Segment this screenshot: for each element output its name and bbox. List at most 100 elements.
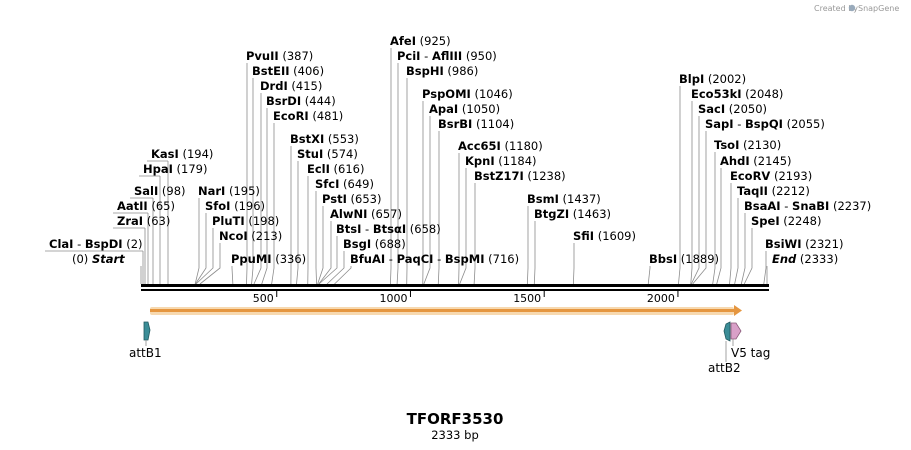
- enzyme-site-drdi[interactable]: DrdI (415): [260, 79, 322, 93]
- start-label: (0) Start: [72, 252, 125, 266]
- feature-attB1[interactable]: attB1: [129, 321, 162, 360]
- enzyme-site-afei[interactable]: AfeI (925): [390, 34, 451, 48]
- enzyme-site-btsi[interactable]: BtsI - BtsαI (658): [336, 222, 441, 236]
- leader-line: [459, 168, 467, 285]
- enzyme-site-bsphi[interactable]: BspHI (986): [406, 64, 478, 78]
- feature-attB2[interactable]: attB2: [708, 321, 741, 375]
- enzyme-label: SpeI (2248): [751, 214, 822, 228]
- enzyme-name: BbsI: [649, 252, 677, 266]
- enzyme-name-alt: BspQI: [745, 117, 783, 131]
- enzyme-site-tsoi[interactable]: TsoI (2130): [714, 138, 781, 152]
- enzyme-site-taqii[interactable]: TaqII (2212): [737, 184, 810, 198]
- enzyme-site-sfii[interactable]: SfiI (1609): [573, 229, 636, 243]
- enzyme-name: SalI: [134, 184, 158, 198]
- leader-line: [195, 228, 214, 285]
- attB2-shape: [723, 321, 731, 342]
- backbone[interactable]: [141, 284, 769, 291]
- enzyme-site-btgzi[interactable]: BtgZI (1463): [534, 207, 611, 221]
- enzyme-site-bsgi[interactable]: BsgI (688): [343, 237, 406, 251]
- enzyme-site-sfoi[interactable]: SfoI (196): [205, 199, 265, 213]
- feature-v5-tag[interactable]: V5 tag: [730, 322, 770, 360]
- enzyme-site-zrai[interactable]: ZraI (63): [117, 214, 170, 228]
- enzyme-position: (195): [225, 184, 260, 198]
- enzyme-site-nari[interactable]: NarI (195): [198, 184, 260, 198]
- enzyme-site-spei[interactable]: SpeI (2248): [751, 214, 822, 228]
- enzyme-site-saci[interactable]: SacI (2050): [698, 102, 767, 116]
- orf-arrow[interactable]: [150, 305, 742, 316]
- enzyme-position: (657): [367, 207, 402, 221]
- attB2-label: attB2: [708, 361, 741, 375]
- leader-line: [261, 108, 268, 285]
- leader-line: [296, 161, 299, 285]
- enzyme-site-sali[interactable]: SalI (98): [134, 184, 186, 198]
- enzyme-label: SacI (2050): [698, 102, 767, 116]
- enzyme-site-ecorv[interactable]: EcoRV (2193): [730, 169, 812, 183]
- enzyme-site-kpni[interactable]: KpnI (1184): [465, 154, 537, 168]
- enzyme-label: SapI - BspQI (2055): [705, 117, 825, 131]
- enzyme-site-ahdi[interactable]: AhdI (2145): [720, 154, 792, 168]
- enzyme-position: (2130): [739, 138, 781, 152]
- enzyme-site-bbsi[interactable]: BbsI (1889): [649, 252, 719, 266]
- enzyme-separator: -: [385, 252, 396, 266]
- enzyme-position: (481): [309, 109, 344, 123]
- enzyme-site-eco53ki[interactable]: Eco53kI (2048): [691, 87, 783, 101]
- enzyme-site-bsrdi[interactable]: BsrDI (444): [266, 94, 336, 108]
- enzyme-site-stui[interactable]: StuI (574): [297, 147, 358, 161]
- enzyme-label: HpaI (179): [143, 162, 208, 176]
- orf-body: [150, 309, 734, 312]
- leader-line: [712, 152, 716, 285]
- leader-line: [334, 266, 352, 285]
- enzyme-site-sapi[interactable]: SapI - BspQI (2055): [705, 117, 825, 131]
- enzyme-label: BstXI (553): [290, 132, 359, 146]
- leader-line: [526, 206, 529, 285]
- enzyme-name: Acc65I: [458, 139, 501, 153]
- enzyme-site-bsiwi[interactable]: BsiWI (2321): [765, 237, 843, 251]
- enzyme-site-apai[interactable]: ApaI (1050): [429, 102, 500, 116]
- enzyme-site-ecori[interactable]: EcoRI (481): [273, 109, 343, 123]
- enzyme-site-psti[interactable]: PstI (653): [322, 192, 381, 206]
- enzyme-label: PstI (653): [322, 192, 381, 206]
- enzyme-name: PvuII: [246, 49, 279, 63]
- enzyme-site-pvuii[interactable]: PvuII (387): [246, 49, 313, 63]
- enzyme-position: (616): [330, 162, 365, 176]
- scale-tick-label: 2000: [647, 292, 675, 305]
- enzyme-site-bfuai[interactable]: BfuAI - PaqCI - BspMI (716): [350, 252, 519, 266]
- enzyme-label: StuI (574): [297, 147, 358, 161]
- enzyme-name: HpaI: [143, 162, 173, 176]
- enzyme-site-alwni[interactable]: AlwNI (657): [330, 207, 402, 221]
- enzyme-position: (179): [173, 162, 208, 176]
- enzyme-label: Acc65I (1180): [458, 139, 543, 153]
- enzyme-site-pspomi[interactable]: PspOMI (1046): [422, 87, 513, 101]
- enzyme-label: NarI (195): [198, 184, 260, 198]
- enzyme-site-pluti[interactable]: PluTI (198): [212, 214, 279, 228]
- enzyme-name-alt: BtsαI: [373, 222, 406, 236]
- enzyme-label: NcoI (213): [219, 229, 282, 243]
- enzyme-site-bstxi[interactable]: BstXI (553): [290, 132, 359, 146]
- leader-line: [692, 131, 707, 285]
- enzyme-site-kasi[interactable]: KasI (194): [151, 147, 213, 161]
- enzyme-site-bsrbi[interactable]: BsrBI (1104): [438, 117, 514, 131]
- enzyme-site-acc65i[interactable]: Acc65I (1180): [458, 139, 543, 153]
- enzyme-label: ApaI (1050): [429, 102, 500, 116]
- enzyme-site-bsteii[interactable]: BstEII (406): [252, 64, 324, 78]
- enzyme-site-aatii[interactable]: AatII (65): [117, 199, 175, 213]
- leader-lines: [45, 48, 768, 285]
- enzyme-label: BfuAI - PaqCI - BspMI (716): [350, 252, 519, 266]
- enzyme-position: (196): [230, 199, 265, 213]
- enzyme-label: BsrBI (1104): [438, 117, 514, 131]
- enzyme-site-ecli[interactable]: EclI (616): [307, 162, 365, 176]
- enzyme-site-sfci[interactable]: SfcI (649): [315, 177, 374, 191]
- enzyme-site-bsmi[interactable]: BsmI (1437): [527, 192, 601, 206]
- enzyme-site-bstz17i[interactable]: BstZ17I (1238): [474, 169, 566, 183]
- enzyme-name: SpeI: [751, 214, 780, 228]
- enzyme-site-bsaai[interactable]: BsaAI - SnaBI (2237): [744, 199, 871, 213]
- end-position: (2333): [796, 252, 838, 266]
- scale-tick-label: 1000: [379, 292, 407, 305]
- enzyme-site-ncoi[interactable]: NcoI (213): [219, 229, 282, 243]
- enzyme-site-clai[interactable]: ClaI - BspDI (2): [49, 237, 143, 251]
- enzyme-site-hpai[interactable]: HpaI (179): [143, 162, 208, 176]
- backbone-top-strand: [141, 284, 769, 287]
- enzyme-site-blpi[interactable]: BlpI (2002): [679, 72, 746, 86]
- enzyme-site-pcii[interactable]: PciI - AflIII (950): [397, 49, 497, 63]
- enzyme-site-ppumi[interactable]: PpuMI (336): [231, 252, 306, 266]
